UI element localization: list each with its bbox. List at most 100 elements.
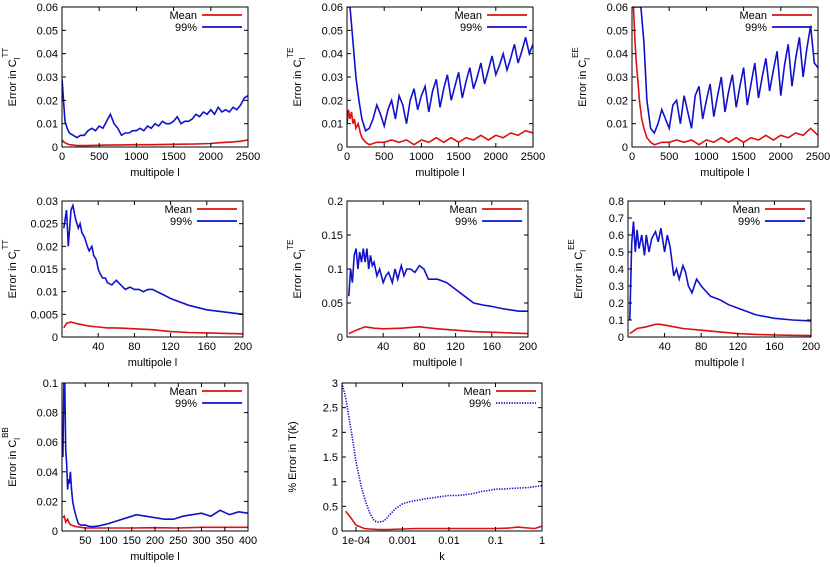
x-tick-label: 0 (344, 151, 350, 163)
x-tick-label: 200 (802, 341, 820, 353)
y-tick-label: 0.03 (322, 72, 343, 84)
y-axis-label-sup: TT (1, 48, 10, 58)
y-tick-label: 0.05 (607, 25, 628, 37)
x-tick-label: 160 (765, 341, 783, 353)
plot-frame (341, 382, 543, 532)
y-axis-label-sup: BB (1, 427, 10, 438)
y-axis-label-sup: EE (567, 239, 576, 250)
series-line-mean (63, 321, 243, 335)
x-tick-label: 1000 (409, 151, 433, 163)
series-line-mean (347, 109, 533, 146)
y-axis-label: Error in ClTT (1, 240, 22, 299)
legend-label-99pct: 99% (469, 398, 491, 410)
x-tick-label: 0.1 (488, 535, 503, 547)
x-tick-label: 350 (216, 535, 234, 547)
y-tick-label: 0.7 (609, 213, 624, 225)
plot-frame (346, 6, 534, 148)
y-tick-label: 0.025 (30, 219, 58, 231)
y-axis-label: Error in ClEE (567, 239, 588, 299)
series-line-99pct (62, 383, 248, 528)
y-tick-label: 0.06 (37, 437, 58, 449)
y-tick-label: 0.04 (37, 467, 58, 479)
y-tick-label: 0 (618, 332, 624, 344)
x-tick-label: 1000 (124, 151, 148, 163)
x-axis-label: multipole l (130, 167, 180, 179)
panel-ee_low: 40 80 120 160 200 0 0.1 0.2 0.3 0.4 0.5 0.6 0.7 0.8 mu… (567, 196, 820, 369)
x-axis-label: multipole l (130, 551, 180, 563)
y-axis-label-main: Error in C (7, 59, 19, 106)
series-line-99pct (342, 383, 542, 523)
y-tick-label: 0 (337, 142, 343, 154)
y-tick-label: 0.1 (43, 378, 58, 390)
y-tick-label: 0.04 (322, 49, 343, 61)
y-tick-label: 0.02 (37, 496, 58, 508)
x-axis-label: multipole l (413, 357, 463, 369)
y-tick-label: 0.6 (609, 230, 624, 242)
y-tick-label: 0.15 (322, 230, 343, 242)
legend-label-mean: Mean (169, 10, 197, 22)
y-tick-label: 0.01 (322, 119, 343, 131)
y-axis-label-sub: l (13, 438, 22, 440)
y-tick-label: 0.015 (30, 264, 58, 276)
legend-label-99pct: 99% (460, 22, 482, 34)
y-axis-label-main: Error in C (577, 60, 589, 107)
y-tick-label: 2 (332, 427, 338, 439)
x-tick-label: 2000 (199, 151, 223, 163)
y-tick-label: 0 (622, 142, 628, 154)
y-tick-label: 0.2 (328, 196, 343, 208)
y-tick-label: 0.2 (609, 298, 624, 310)
y-tick-label: 0.5 (609, 247, 624, 259)
x-tick-label: 500 (90, 151, 108, 163)
x-tick-label: 40 (92, 341, 104, 353)
y-axis-label-sub: l (13, 57, 22, 59)
y-tick-label: 3 (332, 378, 338, 390)
x-tick-label: 1500 (446, 151, 470, 163)
legend-label-mean: Mean (732, 204, 760, 216)
panel-te_full: 0 500 1000 1500 2000 2500 0 0.01 0.02 0.03 0.04 0.0… (286, 2, 545, 179)
y-tick-label: 0.03 (37, 196, 58, 208)
y-tick-label: 0.04 (607, 49, 628, 61)
y-tick-label: 0 (337, 332, 343, 344)
y-axis-label-sup: EE (571, 47, 580, 58)
legend-label-mean: Mean (169, 386, 197, 398)
legend-label-99pct: 99% (745, 22, 767, 34)
y-axis-label: Error in ClTE (286, 47, 307, 106)
series-line-99pct (347, 7, 533, 132)
series-line-mean (348, 325, 528, 335)
legend-label-99pct: 99% (455, 216, 477, 228)
x-tick-label: 50 (79, 535, 91, 547)
x-axis-label: multipole l (695, 357, 745, 369)
y-axis-label-sub: l (298, 249, 307, 251)
x-axis-label: k (439, 551, 445, 563)
x-tick-label: 0 (629, 151, 635, 163)
y-axis-label-sub: l (298, 57, 307, 59)
x-tick-label: 200 (146, 535, 164, 547)
y-tick-label: 0.02 (37, 95, 58, 107)
plot-frame (631, 6, 819, 148)
x-tick-label: 100 (99, 535, 117, 547)
x-tick-label: 500 (660, 151, 678, 163)
x-tick-label: 0.01 (438, 535, 459, 547)
panel-te_low: 40 80 120 160 200 0 0.05 0.1 0.15 0.2 multipole l E… (286, 196, 537, 369)
x-tick-label: 400 (239, 535, 257, 547)
x-tick-label: 80 (128, 341, 140, 353)
panel-ee_full: 0 500 1000 1500 2000 2500 0 0.01 0.02 0.03 0.04 0.0… (571, 2, 830, 179)
legend-label-mean: Mean (449, 204, 477, 216)
series-line-mean (632, 7, 818, 146)
y-tick-label: 0 (52, 332, 58, 344)
x-tick-label: 1000 (694, 151, 718, 163)
x-axis-label: multipole l (700, 167, 750, 179)
y-tick-label: 0.05 (37, 25, 58, 37)
y-tick-label: 0.1 (328, 264, 343, 276)
x-tick-label: 120 (446, 341, 464, 353)
x-tick-label: 160 (483, 341, 501, 353)
legend-label-mean: Mean (739, 10, 767, 22)
legend-label-99pct: 99% (175, 398, 197, 410)
plot-frame (61, 382, 249, 532)
x-tick-label: 80 (413, 341, 425, 353)
y-axis-label: Error in ClTT (1, 48, 22, 107)
panel-tt_low: 40 80 120 160 200 0 0.005 0.01 0.015 0.02 0.025 0.0… (1, 196, 252, 369)
y-tick-label: 0.4 (609, 264, 624, 276)
x-tick-label: 300 (192, 535, 210, 547)
x-tick-label: 1e-04 (342, 535, 370, 547)
